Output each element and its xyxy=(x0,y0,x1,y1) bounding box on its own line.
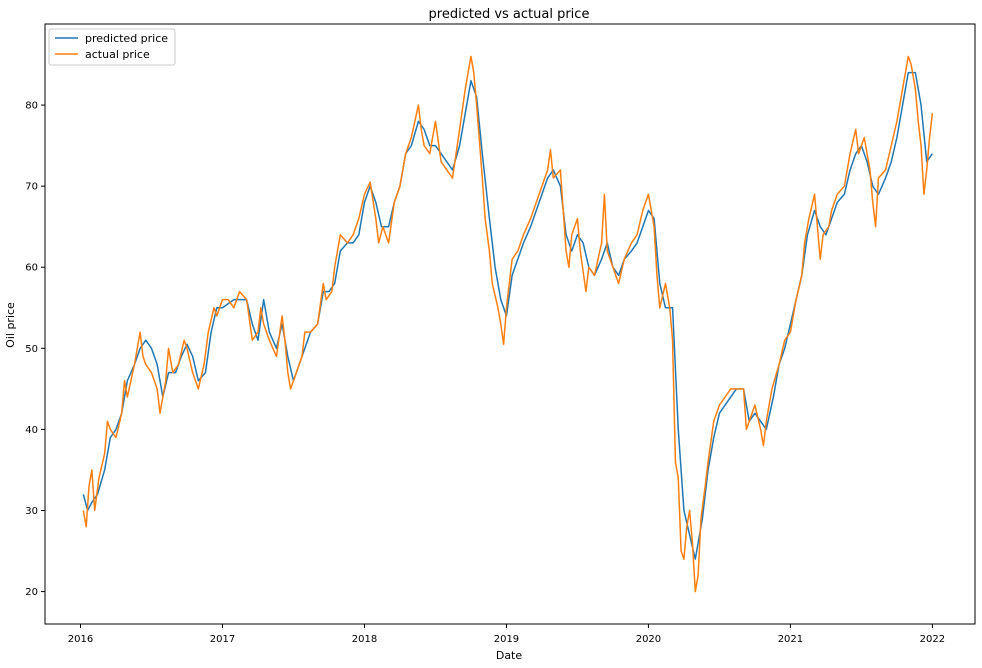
y-axis-label: Oil price xyxy=(4,302,17,348)
y-tick-label: 60 xyxy=(25,263,38,274)
plot-frame xyxy=(44,23,976,625)
y-tick-label: 30 xyxy=(25,506,38,517)
chart-title: predicted vs actual price xyxy=(429,7,590,22)
ticks-layer: 2016 2017 2018 2019 2020 2021 2022 20 30 40 50 60 70… xyxy=(25,101,945,645)
y-tick-label: 80 xyxy=(25,101,38,112)
legend-label-predicted: predicted price xyxy=(85,32,168,45)
series-line-actual xyxy=(82,55,934,593)
x-tick-label: 2022 xyxy=(920,634,945,645)
legend-label-actual: actual price xyxy=(85,48,150,61)
x-tick-label: 2020 xyxy=(636,634,661,645)
x-tick-label: 2021 xyxy=(778,634,803,645)
series-layer xyxy=(82,55,934,593)
x-tick-label: 2019 xyxy=(494,634,519,645)
y-tick-label: 40 xyxy=(25,425,38,436)
y-tick-label: 70 xyxy=(25,182,38,193)
legend-box xyxy=(48,28,176,66)
x-tick-label: 2017 xyxy=(210,634,235,645)
legend: predicted price actual price xyxy=(48,28,176,66)
y-tick-label: 50 xyxy=(25,344,38,355)
y-tick-label: 20 xyxy=(25,587,38,598)
x-tick-label: 2018 xyxy=(352,634,377,645)
x-tick-label: 2016 xyxy=(68,634,93,645)
x-axis-label: Date xyxy=(496,649,523,662)
